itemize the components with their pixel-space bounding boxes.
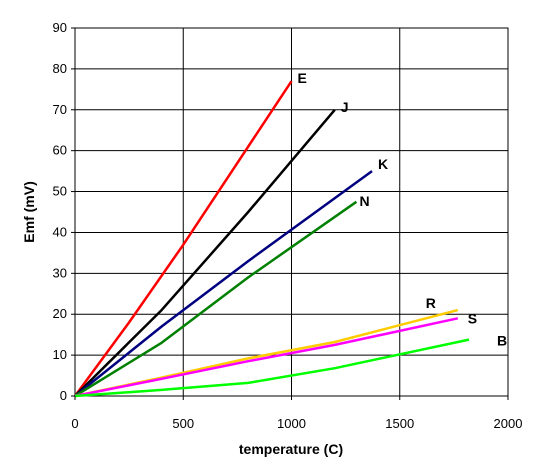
series-label-R: R: [426, 295, 436, 311]
y-tick-label: 70: [53, 102, 67, 117]
series-line-B: [74, 338, 470, 398]
x-tick-label: 1000: [277, 416, 306, 431]
x-tick-label: 500: [172, 416, 194, 431]
series-label-E: E: [298, 70, 307, 86]
series-lines: [73, 80, 470, 398]
series-label-S: S: [468, 310, 477, 326]
y-tick-label: 60: [53, 143, 67, 158]
y-tick-label: 0: [60, 388, 67, 403]
y-tick-label: 40: [53, 224, 67, 239]
series-line-K: [74, 170, 373, 397]
grid-lines: [74, 27, 509, 397]
x-axis-title: temperature (C): [239, 441, 343, 457]
series-label-J: J: [341, 99, 349, 115]
y-tick-label: 20: [53, 306, 67, 321]
series-line-J: [74, 108, 336, 397]
y-tick-label: 30: [53, 265, 67, 280]
y-tick-label: 80: [53, 61, 67, 76]
x-tick-label: 0: [71, 416, 78, 431]
y-tick-label: 50: [53, 184, 67, 199]
series-line-N: [74, 200, 358, 398]
series-label-K: K: [378, 156, 388, 172]
y-axis-title: Emf (mV): [21, 181, 37, 242]
series-line-S: [74, 317, 459, 398]
y-tick-label: 90: [53, 20, 67, 35]
series-labels: E J K N R S B: [298, 70, 508, 348]
y-tick-label: 10: [53, 347, 67, 362]
series-label-N: N: [359, 193, 369, 209]
x-axis-ticks: 0 500 1000 1500 2000: [71, 396, 522, 431]
x-tick-label: 2000: [494, 416, 523, 431]
x-tick-label: 1500: [385, 416, 414, 431]
y-axis-ticks: 0 10 20 30 40 50 60 70 80 90: [53, 20, 75, 403]
series-label-B: B: [497, 333, 507, 349]
series-line-E: [73, 80, 293, 397]
